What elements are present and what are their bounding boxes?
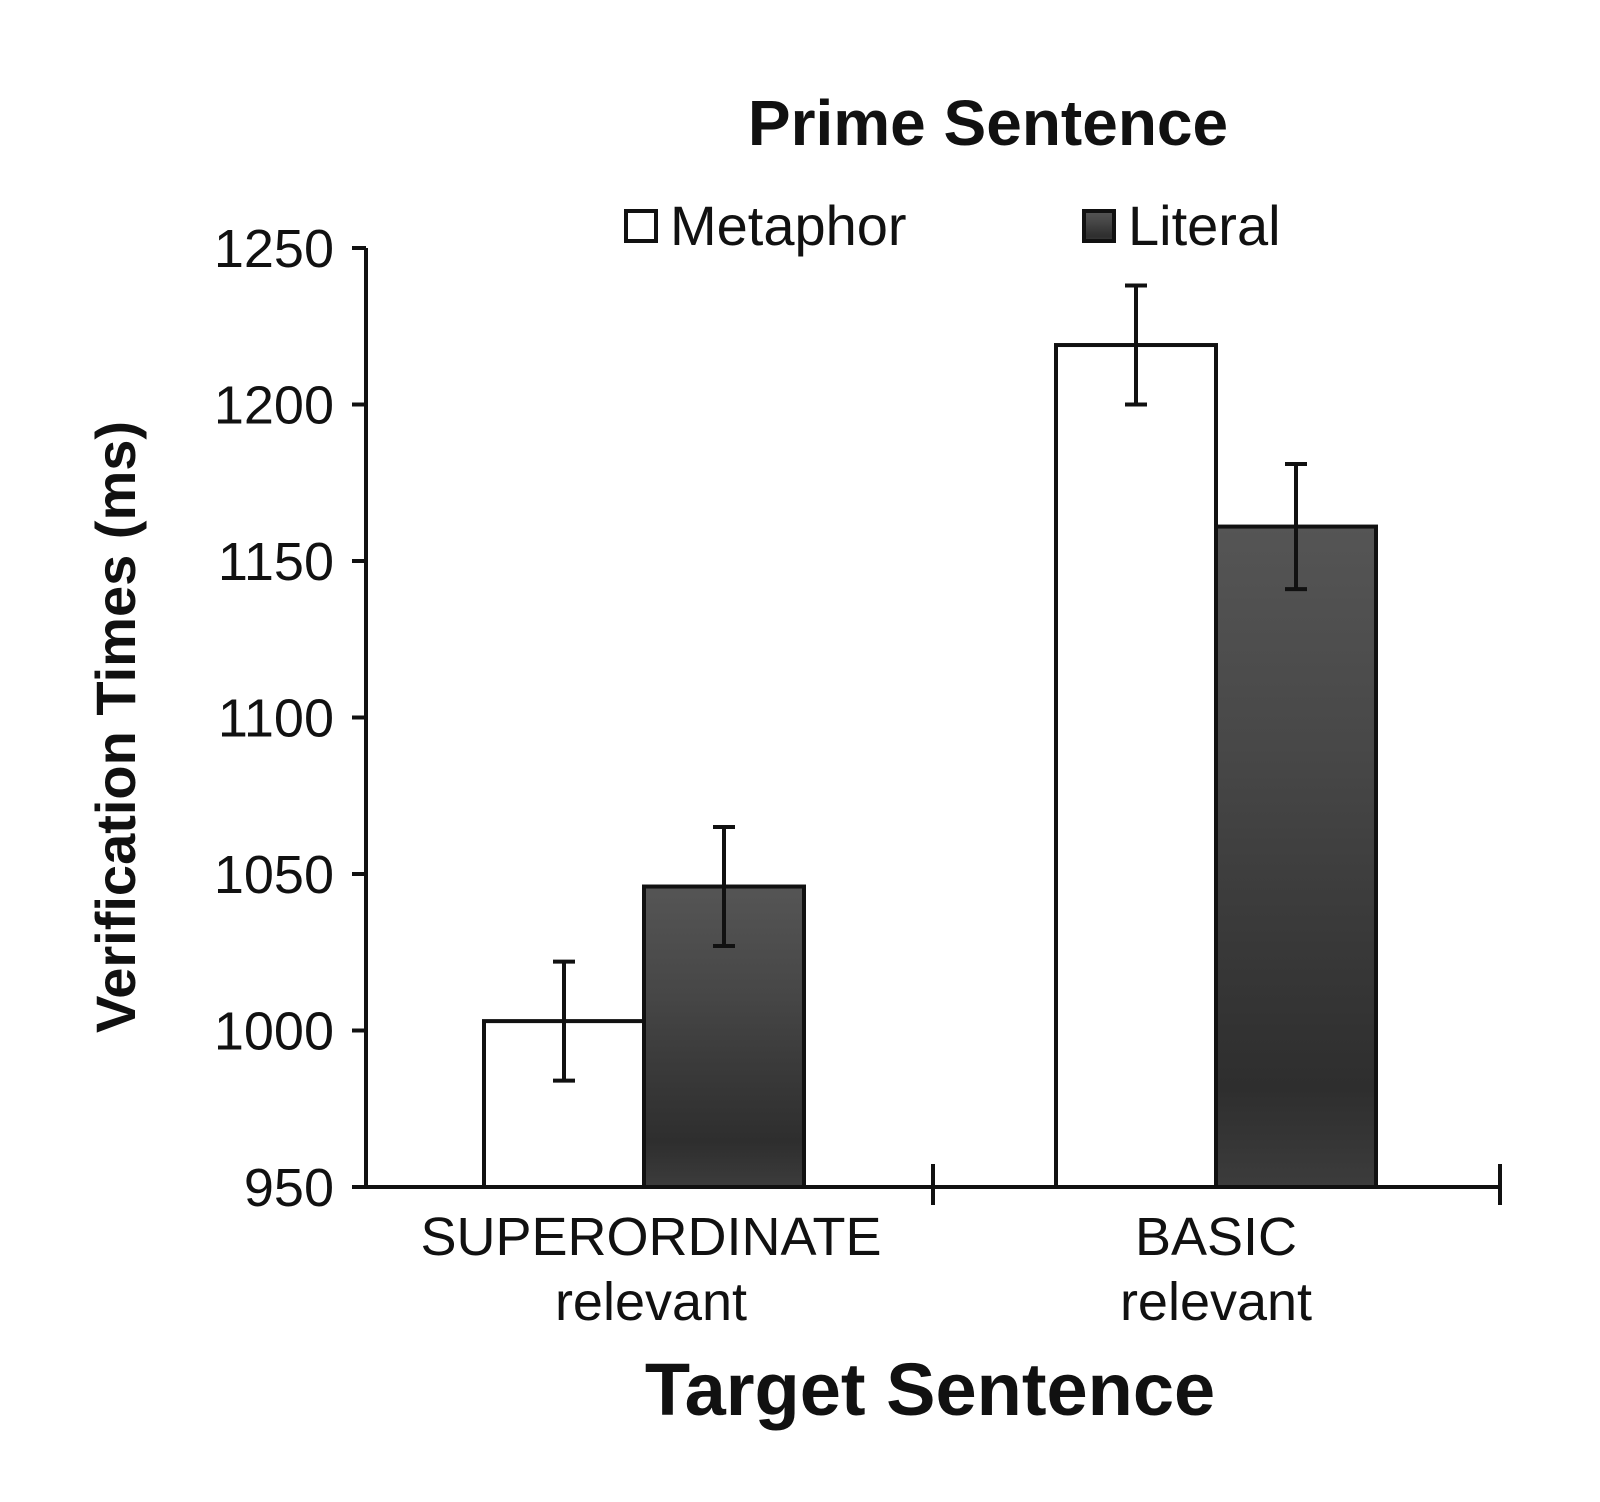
category-label-line1: BASIC bbox=[1135, 1207, 1297, 1267]
y-tick-label: 1050 bbox=[214, 845, 334, 905]
legend-swatch-metaphor bbox=[624, 209, 658, 243]
y-tick-label: 1200 bbox=[214, 376, 334, 436]
error-bar-literal bbox=[1285, 461, 1307, 592]
y-tick-label: 1000 bbox=[214, 1002, 334, 1062]
legend: Metaphor Literal bbox=[624, 194, 1281, 257]
chart-title: Prime Sentence bbox=[748, 87, 1228, 159]
y-axis-ticks: 950 1000 1050 1100 1150 1200 1250 bbox=[214, 219, 366, 1218]
y-tick-label: 1250 bbox=[214, 219, 334, 279]
error-bar-metaphor bbox=[553, 959, 575, 1083]
y-axis-label: Verification Times (ms) bbox=[84, 421, 147, 1033]
legend-swatch-literal bbox=[1082, 209, 1116, 243]
y-tick-label: 950 bbox=[244, 1158, 334, 1218]
x-axis-label: Target Sentence bbox=[645, 1348, 1215, 1431]
category-label-line1: SUPERORDINATE bbox=[420, 1207, 881, 1267]
error-bar-literal bbox=[713, 825, 735, 948]
category-label-superordinate: SUPERORDINATE relevant bbox=[420, 1207, 881, 1332]
bars bbox=[482, 343, 1378, 1190]
y-tick-label: 1150 bbox=[218, 532, 334, 592]
y-tick-label: 1100 bbox=[218, 689, 334, 749]
error-bars bbox=[553, 283, 1307, 1083]
legend-label-literal: Literal bbox=[1128, 194, 1281, 257]
bar-literal bbox=[1214, 524, 1378, 1189]
legend-label-metaphor: Metaphor bbox=[670, 194, 907, 257]
category-label-line2: relevant bbox=[1120, 1272, 1312, 1332]
bar-metaphor bbox=[1054, 343, 1218, 1189]
error-bar-metaphor bbox=[1125, 283, 1147, 407]
category-label-basic: BASIC relevant bbox=[1120, 1207, 1312, 1332]
category-label-line2: relevant bbox=[555, 1272, 747, 1332]
